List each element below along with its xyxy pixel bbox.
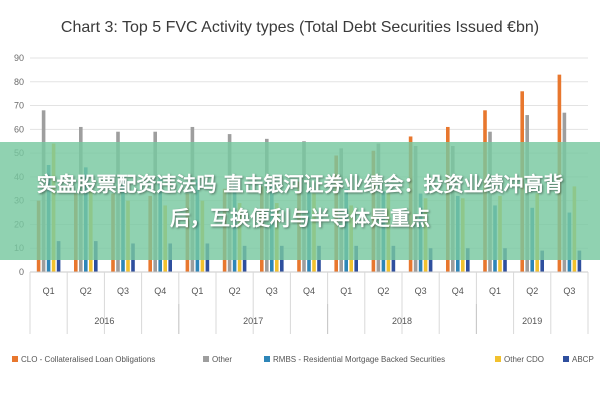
y-tick-label: 80 <box>14 77 24 87</box>
legend-label: RMBS - Residential Mortgage Backed Secur… <box>273 355 445 364</box>
y-tick-label: 0 <box>19 267 24 277</box>
x-category-label: Q4 <box>154 286 166 296</box>
x-year-label: 2016 <box>94 316 114 326</box>
x-year-label: 2019 <box>522 316 542 326</box>
x-category-label: Q2 <box>80 286 92 296</box>
bar-abcp-10 <box>428 248 433 272</box>
x-category-label: Q2 <box>229 286 241 296</box>
y-tick-label: 70 <box>14 101 24 111</box>
legend-label: Other <box>212 355 232 364</box>
bar-abcp-13 <box>540 250 544 272</box>
legend: CLO - Collateralised Loan Obligations Oth… <box>12 355 594 364</box>
legend-swatch <box>264 356 270 362</box>
legend-swatch <box>563 356 569 362</box>
x-axis: Q1 Q2 Q3 Q4 Q1 Q2 Q3 Q4 Q1 Q2 Q3 Q4 Q1 Q2 Q3 2016 2017 20… <box>29 271 589 334</box>
x-category-label: Q3 <box>266 286 278 296</box>
y-tick-label: 60 <box>14 124 24 134</box>
x-category-label: Q4 <box>452 286 464 296</box>
x-category-label: Q4 <box>303 286 315 296</box>
legend-swatch <box>495 356 501 362</box>
bar-abcp-14 <box>577 250 582 272</box>
legend-label: CLO - Collateralised Loan Obligations <box>21 355 155 364</box>
legend-swatch <box>203 356 209 362</box>
x-category-label: Q2 <box>377 286 389 296</box>
x-category-label: Q1 <box>489 286 501 296</box>
x-category-label: Q2 <box>526 286 538 296</box>
chart-title: Chart 3: Top 5 FVC Activity types (Total… <box>61 19 539 36</box>
x-year-label: 2018 <box>392 316 412 326</box>
x-category-label: Q3 <box>117 286 129 296</box>
x-category-label: Q1 <box>191 286 203 296</box>
banner-headline[interactable]: 实盘股票配资违法吗 直击银河证券业绩会：投资业绩冲高背后，互换便利与半导体是重点 <box>36 172 564 230</box>
x-category-label: Q1 <box>340 286 352 296</box>
legend-label: Other CDO <box>504 355 544 364</box>
y-tick-label: 90 <box>14 53 24 63</box>
legend-label: ABCP <box>572 355 594 364</box>
x-category-label: Q3 <box>415 286 427 296</box>
x-category-label: Q1 <box>43 286 55 296</box>
bar-abcp-12 <box>503 248 507 272</box>
legend-swatch <box>12 356 18 362</box>
bar-abcp-11 <box>466 248 470 272</box>
x-category-label: Q3 <box>563 286 575 296</box>
overlay-banner[interactable]: 实盘股票配资违法吗 直击银河证券业绩会：投资业绩冲高背后，互换便利与半导体是重点 <box>0 142 600 260</box>
x-year-label: 2017 <box>243 316 263 326</box>
